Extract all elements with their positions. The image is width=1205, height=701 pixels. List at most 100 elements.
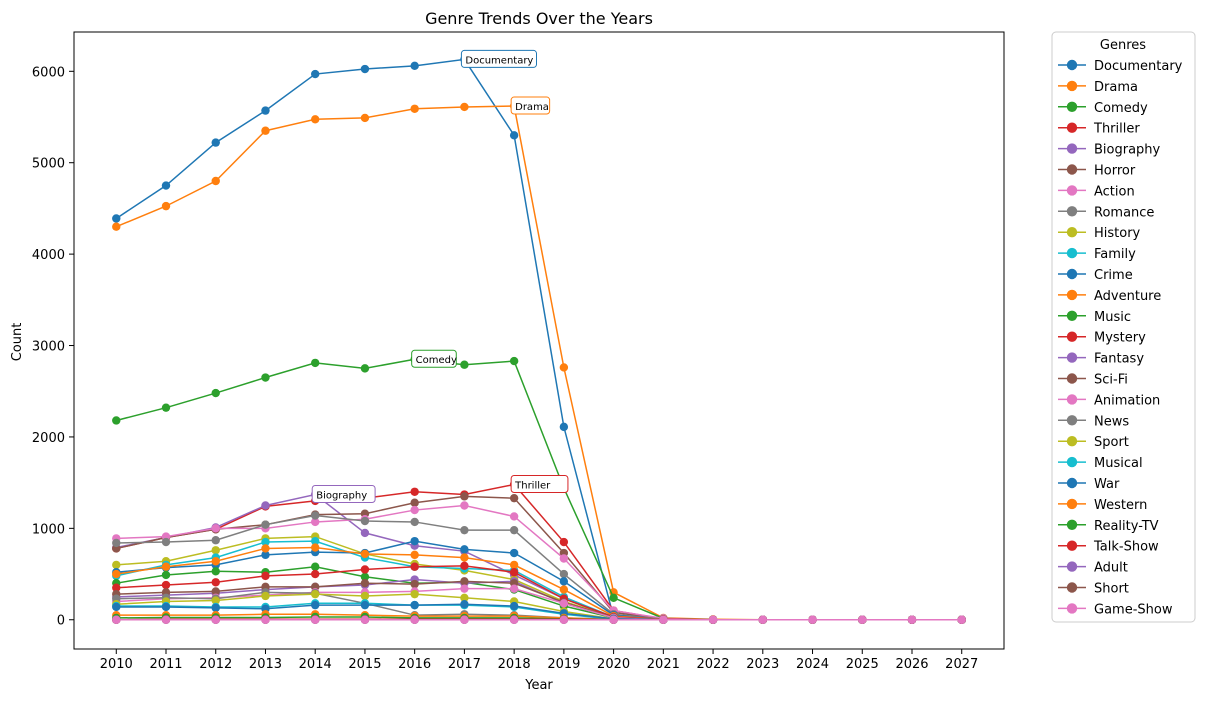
- data-point: [410, 505, 419, 515]
- data-point: [261, 126, 270, 135]
- legend-marker: [1066, 582, 1078, 593]
- data-point: [311, 589, 320, 599]
- legend-label: Sport: [1094, 435, 1129, 450]
- chart-title: Genre Trends Over the Years: [425, 9, 653, 28]
- y-tick-label: 2000: [32, 431, 65, 446]
- legend-label: Adventure: [1094, 289, 1161, 304]
- data-point: [311, 511, 320, 520]
- data-point: [112, 538, 121, 548]
- legend-marker: [1066, 122, 1078, 133]
- data-point: [161, 580, 171, 590]
- data-point: [360, 516, 370, 526]
- series-line: [116, 504, 962, 621]
- data-point: [509, 548, 519, 558]
- data-point: [360, 565, 370, 574]
- data-point: [261, 373, 270, 382]
- data-point: [509, 560, 519, 570]
- legend-item-mystery: Mystery: [1058, 331, 1146, 346]
- data-point: [907, 615, 917, 624]
- annotation-label: Documentary: [465, 55, 533, 66]
- x-tick-label: 2020: [597, 657, 630, 672]
- legend-item-history: History: [1058, 226, 1141, 241]
- legend-marker: [1066, 331, 1078, 342]
- legend-item-western: Western: [1058, 498, 1147, 513]
- legend-marker: [1066, 164, 1078, 175]
- legend-label: Biography: [1094, 143, 1161, 158]
- legend-label: Drama: [1094, 80, 1138, 95]
- x-tick-label: 2016: [398, 657, 431, 672]
- plot-frame: [73, 31, 1005, 650]
- data-point: [311, 600, 320, 610]
- data-point: [460, 577, 469, 586]
- y-tick-label: 0: [57, 614, 65, 629]
- annotation-label: Comedy: [416, 355, 457, 366]
- data-point: [559, 585, 569, 594]
- data-point: [509, 601, 519, 611]
- legend-item-horror: Horror: [1058, 164, 1136, 179]
- legend-marker: [1066, 415, 1078, 426]
- data-point: [161, 562, 171, 571]
- data-point: [211, 578, 220, 587]
- legend-item-reality-tv: Reality-TV: [1058, 519, 1159, 534]
- data-point: [360, 549, 370, 559]
- data-point: [460, 615, 469, 624]
- legend: Genres Documentary Drama Comedy Thriller Bio…: [1051, 31, 1196, 623]
- legend-item-comedy: Comedy: [1058, 101, 1148, 116]
- legend-title: Genres: [1100, 38, 1146, 53]
- data-point: [559, 615, 569, 624]
- annotation-drama: Drama: [510, 96, 551, 115]
- legend-item-sport: Sport: [1058, 435, 1129, 450]
- annotation-documentary: Documentary: [460, 49, 538, 68]
- legend-marker: [1066, 185, 1078, 196]
- legend-label: Adult: [1094, 561, 1128, 576]
- data-point: [112, 416, 121, 425]
- legend-item-musical: Musical: [1058, 456, 1143, 471]
- data-point: [161, 615, 171, 624]
- legend-label: Animation: [1094, 393, 1160, 408]
- legend-marker: [1066, 352, 1078, 363]
- x-tick-label: 2010: [100, 657, 133, 672]
- x-tick-label: 2013: [249, 657, 282, 672]
- data-point: [311, 358, 320, 368]
- legend-label: Musical: [1094, 456, 1143, 471]
- x-tick-label: 2015: [348, 657, 381, 672]
- data-point: [410, 536, 419, 546]
- legend-item-crime: Crime: [1058, 268, 1133, 283]
- legend-label: Action: [1094, 184, 1135, 199]
- data-point: [311, 69, 320, 79]
- legend-item-romance: Romance: [1058, 205, 1154, 220]
- legend-items: Documentary Drama Comedy Thriller Biography H…: [1058, 59, 1183, 617]
- data-point: [261, 550, 270, 560]
- legend-label: Thriller: [1093, 122, 1140, 137]
- data-point: [112, 222, 121, 231]
- legend-item-fantasy: Fantasy: [1058, 352, 1144, 367]
- data-point: [261, 571, 270, 581]
- legend-label: Fantasy: [1094, 352, 1144, 367]
- data-point: [360, 591, 370, 601]
- data-point: [410, 615, 419, 624]
- series-game-show: [112, 615, 966, 624]
- data-point: [509, 512, 519, 521]
- legend-item-action: Action: [1058, 184, 1135, 199]
- y-tick-label: 4000: [32, 248, 65, 263]
- series-line: [115, 58, 962, 621]
- annotation-box: [510, 96, 551, 115]
- x-tick-label: 2014: [299, 657, 332, 672]
- data-point: [659, 615, 668, 624]
- data-point: [311, 615, 320, 624]
- data-point: [311, 569, 320, 579]
- series-horror: [112, 492, 966, 624]
- data-point: [460, 600, 469, 609]
- series-line: [115, 105, 962, 621]
- data-point: [460, 360, 469, 369]
- data-point: [509, 131, 519, 140]
- data-point: [758, 615, 767, 624]
- legend-item-music: Music: [1058, 310, 1131, 325]
- data-point: [559, 569, 569, 579]
- annotation-label: Biography: [316, 491, 367, 502]
- data-point: [211, 603, 220, 613]
- x-tick-label: 2024: [796, 657, 829, 672]
- legend-label: Horror: [1094, 164, 1136, 179]
- data-point: [509, 615, 519, 624]
- legend-marker: [1066, 247, 1078, 259]
